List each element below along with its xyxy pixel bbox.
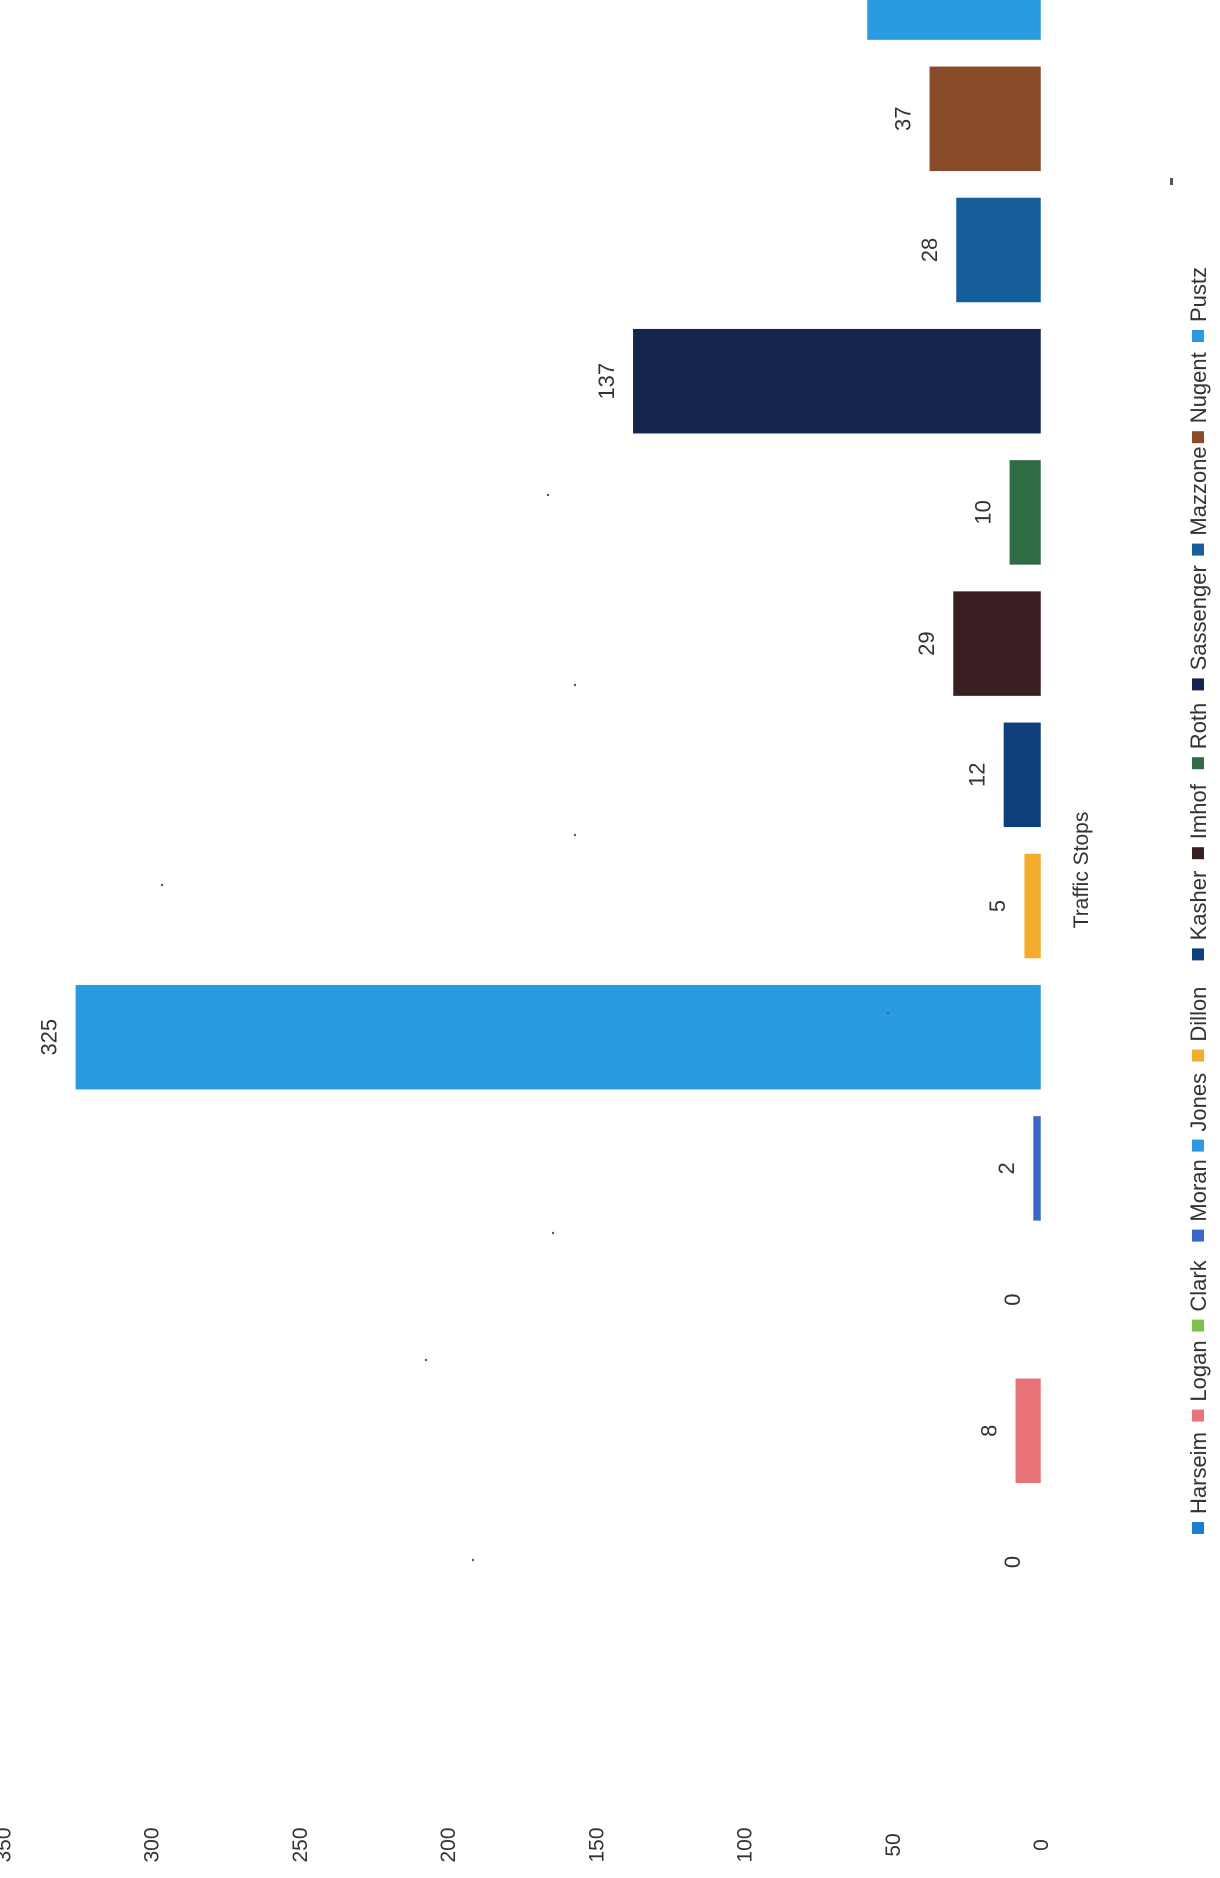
y-tick-label: 250: [289, 1827, 312, 1862]
data-label: 29: [914, 631, 939, 655]
bar-dillon: [1024, 853, 1041, 959]
bar-mazzone: [956, 197, 1041, 303]
bar-imhof: [953, 591, 1041, 696]
data-label: 10: [970, 500, 995, 524]
legend-item-logan: Logan: [1186, 1340, 1211, 1422]
bar-jones: [75, 984, 1041, 1090]
legend-item-moran: Moran: [1186, 1159, 1211, 1242]
y-tick-label: 200: [437, 1827, 460, 1862]
legend-swatch: [1192, 330, 1204, 342]
legend-label: Kasher: [1186, 871, 1211, 941]
legend-item-harseim: Harseim: [1186, 1432, 1211, 1534]
legend-item-roth: Roth: [1186, 703, 1211, 770]
bar-roth: [1009, 460, 1041, 565]
data-label: 5: [985, 900, 1010, 912]
legend-item-sassenger: Sassenger: [1186, 565, 1211, 691]
y-tick-label: 100: [734, 1827, 757, 1862]
legend-swatch: [1192, 1049, 1204, 1062]
data-label: 0: [1000, 1293, 1025, 1305]
legend-swatch: [1192, 1409, 1204, 1422]
legend-label: Imhof: [1186, 783, 1211, 839]
legend-item-kasher: Kasher: [1186, 871, 1211, 961]
legend-item-jones: Jones: [1186, 1073, 1211, 1152]
data-label: 137: [594, 363, 619, 400]
bar-sassenger: [633, 328, 1041, 434]
legend-label: Logan: [1186, 1340, 1211, 1401]
data-label: 37: [890, 107, 915, 131]
legend-label: Moran: [1186, 1159, 1211, 1221]
data-label: 0: [1000, 1556, 1025, 1568]
legend-swatch: [1192, 1522, 1204, 1534]
data-label: 2: [994, 1162, 1019, 1174]
legend-label: Dillon: [1186, 987, 1211, 1042]
legend-label: Clark: [1186, 1259, 1211, 1311]
bar-logan: [1015, 1378, 1041, 1484]
y-tick-label: 150: [585, 1827, 608, 1862]
bar-kasher: [1003, 722, 1041, 828]
y-axis: 0 50 100 150 200 250 300 350: [0, 1827, 1053, 1862]
bar-moran: [1033, 1116, 1041, 1221]
legend-label: Pustz: [1186, 267, 1211, 322]
y-tick-label: 300: [141, 1827, 164, 1862]
legend-item-dillon: Dillon: [1186, 987, 1211, 1062]
legend-swatch: [1192, 431, 1204, 444]
legend-swatch: [1192, 678, 1204, 691]
legend-swatch: [1192, 1319, 1204, 1332]
data-labels-group: 08023255122910137283758: [36, 107, 1025, 1569]
legend-item-nugent: Nugent: [1186, 352, 1211, 444]
bar-nugent: [929, 66, 1041, 172]
y-tick-label: 0: [1030, 1839, 1053, 1851]
legend-label: Roth: [1186, 703, 1211, 749]
y-tick-label: 350: [0, 1827, 15, 1862]
legend-label: Nugent: [1186, 352, 1211, 423]
legend-swatch: [1192, 847, 1204, 860]
legend-label: Jones: [1186, 1073, 1211, 1132]
legend: Harseim Logan Clark Moran Jones Dillon Kasher I…: [1186, 267, 1211, 1534]
legend-label: Harseim: [1186, 1432, 1211, 1514]
legend-label: Sassenger: [1186, 565, 1211, 670]
legend-swatch: [1192, 1229, 1204, 1242]
legend-item-imhof: Imhof: [1186, 783, 1211, 860]
legend-item-pustz: Pustz: [1186, 267, 1211, 342]
legend-swatch: [1192, 543, 1204, 556]
legend-swatch: [1192, 948, 1204, 961]
bars-group: [75, 0, 1041, 1484]
x-axis-label: Traffic Stops: [1070, 812, 1093, 929]
y-tick-label: 50: [882, 1833, 905, 1856]
data-label: 12: [964, 763, 989, 787]
legend-swatch: [1192, 757, 1204, 770]
legend-swatch: [1192, 1139, 1204, 1152]
scan-specks: [160, 178, 1173, 1562]
data-label: 325: [36, 1019, 61, 1056]
legend-item-mazzone: Mazzone: [1186, 446, 1211, 556]
data-label: 8: [976, 1425, 1001, 1437]
data-label: 28: [917, 238, 942, 262]
legend-item-clark: Clark: [1186, 1259, 1211, 1332]
bar-pustz: [867, 0, 1041, 40]
legend-label: Mazzone: [1186, 446, 1211, 535]
